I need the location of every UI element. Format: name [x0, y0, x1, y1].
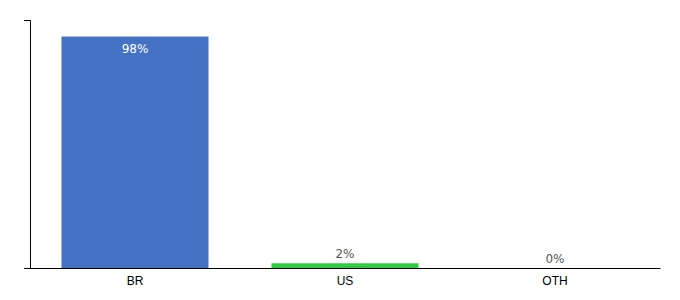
bars [62, 37, 419, 268]
x-axis-line [31, 268, 661, 269]
x-tick: OTH [542, 274, 567, 288]
x-tick-label: BR [127, 274, 144, 288]
x-tick-label: OTH [542, 274, 567, 288]
x-axis: BR US OTH [31, 269, 661, 288]
plot: BR US OTH 98% 2% 0% [24, 21, 661, 288]
x-tick: US [337, 274, 354, 288]
data-labels: 98% 2% 0% [122, 42, 565, 266]
chart-container: BR US OTH 98% 2% 0% [0, 0, 680, 300]
x-tick-label: US [337, 274, 354, 288]
y-axis [24, 21, 31, 269]
data-label: 0% [545, 252, 564, 266]
y-axis-line [24, 21, 31, 269]
bar [482, 268, 629, 269]
chart: BR US OTH 98% 2% 0% [0, 0, 680, 300]
data-label: 98% [122, 42, 149, 56]
bar [62, 37, 209, 268]
x-tick: BR [127, 274, 144, 288]
bar [272, 263, 419, 268]
data-label: 2% [335, 247, 354, 261]
